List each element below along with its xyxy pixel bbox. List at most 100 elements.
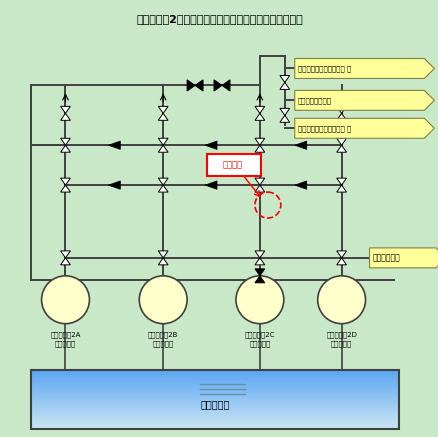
Polygon shape	[279, 108, 289, 115]
Bar	[31, 370, 399, 371]
Text: （運転中）: （運転中）	[55, 340, 76, 347]
Polygon shape	[254, 185, 264, 192]
Polygon shape	[60, 185, 70, 192]
Bar	[31, 416, 399, 417]
Polygon shape	[254, 276, 264, 283]
Text: 取水ピット: 取水ピット	[200, 399, 229, 409]
Polygon shape	[60, 178, 70, 185]
Polygon shape	[254, 138, 264, 145]
Bar	[31, 409, 399, 411]
Bar	[31, 417, 399, 420]
Polygon shape	[336, 258, 346, 265]
Text: 伊方発電所2号機　海水ポンプ出口塩素注入配管概略図: 伊方発電所2号機 海水ポンプ出口塩素注入配管概略図	[136, 14, 302, 24]
Text: 海水ポンプ2B: 海水ポンプ2B	[148, 332, 178, 338]
Text: 軸受冷却水冷却器: 軸受冷却水冷却器	[297, 97, 331, 104]
Text: 原子炉補機冷却水冷却器 等: 原子炉補機冷却水冷却器 等	[297, 65, 350, 72]
Polygon shape	[294, 118, 433, 138]
Polygon shape	[336, 185, 346, 192]
Polygon shape	[205, 141, 216, 149]
Bar	[31, 421, 399, 423]
Text: （停止中）: （停止中）	[249, 340, 270, 347]
Polygon shape	[158, 178, 168, 185]
Bar	[31, 407, 399, 409]
Polygon shape	[254, 178, 264, 185]
Polygon shape	[158, 106, 168, 113]
Polygon shape	[254, 251, 264, 258]
Polygon shape	[254, 106, 264, 113]
Bar	[31, 402, 399, 403]
Text: （運転中）: （運転中）	[330, 340, 351, 347]
Bar	[31, 370, 399, 429]
Polygon shape	[336, 106, 346, 113]
Bar	[31, 388, 399, 389]
Text: 海水ポンプ2D: 海水ポンプ2D	[325, 332, 356, 338]
Polygon shape	[369, 248, 438, 268]
Bar	[31, 382, 399, 384]
Bar	[31, 395, 399, 397]
Circle shape	[317, 276, 365, 324]
Polygon shape	[336, 178, 346, 185]
Bar	[31, 413, 399, 416]
Polygon shape	[294, 181, 306, 189]
Circle shape	[139, 276, 187, 324]
Bar	[31, 371, 399, 374]
Polygon shape	[158, 185, 168, 192]
Bar	[31, 399, 399, 402]
Circle shape	[235, 276, 283, 324]
Polygon shape	[108, 141, 120, 149]
Bar	[31, 406, 399, 407]
Text: 当該箇所: 当該箇所	[223, 161, 242, 170]
Polygon shape	[254, 258, 264, 265]
Polygon shape	[254, 113, 264, 120]
Polygon shape	[294, 59, 433, 79]
Bar	[31, 375, 399, 378]
Polygon shape	[187, 80, 194, 91]
Bar	[31, 403, 399, 406]
Polygon shape	[254, 145, 264, 152]
Text: 海水ポンプ2A: 海水ポンプ2A	[50, 332, 81, 338]
Bar	[31, 379, 399, 382]
Polygon shape	[336, 145, 346, 152]
Text: 原子炉補機冷却水冷却器 等: 原子炉補機冷却水冷却器 等	[297, 125, 350, 132]
Bar	[31, 397, 399, 399]
Polygon shape	[60, 145, 70, 152]
Polygon shape	[60, 258, 70, 265]
Polygon shape	[60, 251, 70, 258]
Bar	[31, 384, 399, 385]
Bar	[31, 378, 399, 379]
Polygon shape	[336, 138, 346, 145]
Polygon shape	[60, 138, 70, 145]
Polygon shape	[60, 106, 70, 113]
Polygon shape	[279, 76, 289, 83]
Bar	[31, 411, 399, 413]
Polygon shape	[294, 90, 433, 111]
Polygon shape	[294, 141, 306, 149]
Polygon shape	[158, 145, 168, 152]
Polygon shape	[336, 113, 346, 120]
Bar	[31, 425, 399, 427]
Text: 海水ポンプ2C: 海水ポンプ2C	[244, 332, 275, 338]
Bar	[31, 393, 399, 395]
Polygon shape	[60, 113, 70, 120]
Polygon shape	[254, 269, 264, 276]
Bar	[31, 427, 399, 429]
Polygon shape	[158, 251, 168, 258]
Bar	[31, 423, 399, 425]
Polygon shape	[158, 258, 168, 265]
Bar	[31, 420, 399, 421]
Bar	[31, 374, 399, 375]
FancyBboxPatch shape	[207, 154, 260, 176]
Polygon shape	[194, 80, 203, 91]
Polygon shape	[279, 115, 289, 122]
Polygon shape	[205, 181, 216, 189]
Bar	[31, 389, 399, 392]
Text: 塩素注入装置: 塩素注入装置	[372, 253, 399, 262]
Polygon shape	[108, 181, 120, 189]
Polygon shape	[158, 138, 168, 145]
Polygon shape	[279, 83, 289, 90]
Bar	[31, 392, 399, 393]
Circle shape	[42, 276, 89, 324]
Bar	[31, 385, 399, 388]
Polygon shape	[158, 113, 168, 120]
Polygon shape	[336, 251, 346, 258]
